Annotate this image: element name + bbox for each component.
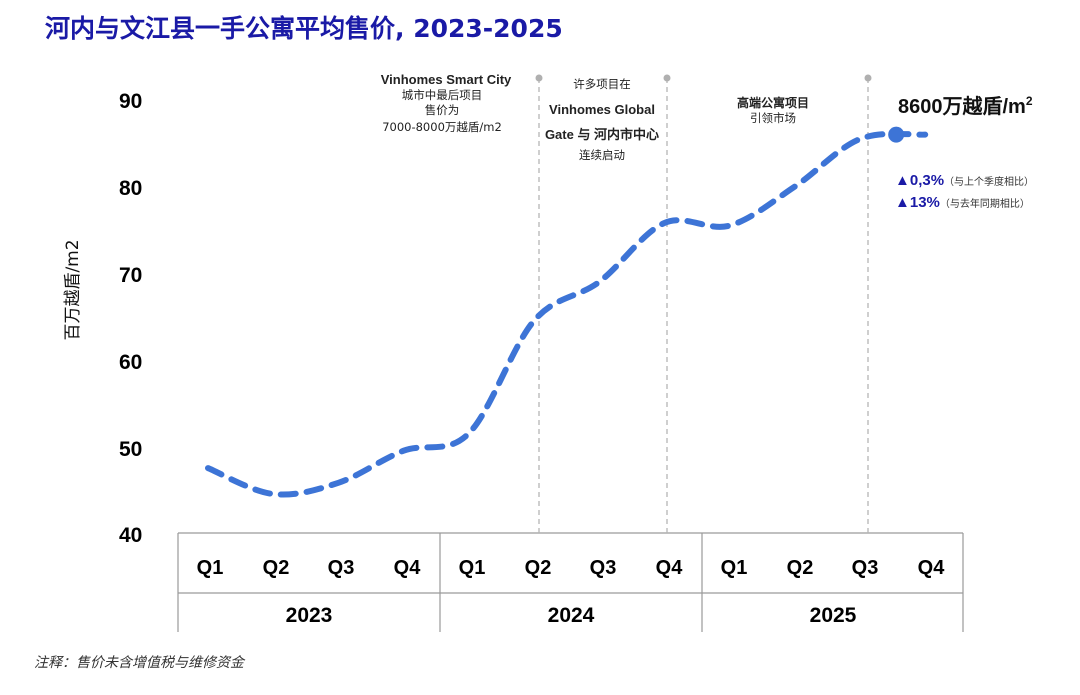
annotation-smart-city: Vinhomes Smart City 城市中最后项目 售价为 7000-800… (381, 72, 512, 134)
annotation-line: 引领市场 (750, 111, 796, 125)
event-markers (535, 74, 872, 533)
annotation-line: 高端公寓项目 (737, 95, 809, 110)
qoq-value: ▲0,3% (895, 172, 944, 189)
annotation-line: Gate 与 河内市中心 (545, 127, 659, 142)
y-tick-label: 70 (119, 264, 142, 287)
yoy-value: ▲13% (895, 194, 940, 211)
y-axis: 90 80 70 60 50 40 (119, 90, 142, 547)
annotation-line: 许多项目在 (573, 77, 631, 91)
footnote: 注释：售价未含增值税与维修资金 (34, 655, 246, 671)
x-tick-label: Q2 (787, 557, 814, 579)
y-axis-label: 百万越盾/m2 (63, 239, 83, 340)
x-tick-label: Q4 (656, 557, 684, 579)
x-axis-quarters: Q1 Q2 Q3 Q4 Q1 Q2 Q3 Q4 Q1 Q2 Q3 Q4 (197, 557, 946, 579)
yoy-change: ▲13%（与去年同期相比） (895, 194, 1030, 211)
x-axis-table (177, 532, 964, 632)
y-tick-label: 50 (119, 438, 142, 461)
x-tick-label: Q2 (525, 557, 552, 579)
x-tick-label: Q3 (328, 557, 355, 579)
event-marker-dot (864, 74, 872, 82)
event-marker-dot (663, 74, 671, 82)
annotation-line: 7000-8000万越盾/m2 (382, 120, 502, 134)
final-value-text: 8600万越盾/m (898, 94, 1026, 118)
annotation-line: Vinhomes Smart City (381, 72, 512, 87)
event-marker-dot (535, 74, 543, 82)
x-tick-label: Q4 (394, 557, 422, 579)
yoy-note: （与去年同期相比） (940, 197, 1030, 210)
x-tick-label: Q3 (852, 557, 879, 579)
annotation-line: 连续启动 (579, 148, 625, 162)
x-tick-label: Q4 (918, 557, 946, 579)
annotation-line: Vinhomes Global (549, 102, 655, 117)
qoq-change: ▲0,3%（与上个季度相比） (895, 172, 1034, 189)
x-axis-years: 2023 2024 2025 (286, 604, 857, 627)
final-value-label: 8600万越盾/m2 (898, 94, 1033, 118)
annotation-global-gate: 许多项目在 Vinhomes Global Gate 与 河内市中心 连续启动 (545, 77, 659, 162)
qoq-note: （与上个季度相比） (944, 175, 1034, 188)
year-label: 2025 (810, 604, 857, 627)
annotation-high-end: 高端公寓项目 引领市场 (737, 95, 809, 125)
year-label: 2024 (548, 604, 595, 627)
y-tick-label: 40 (119, 524, 142, 547)
chart-title: 河内与文江县一手公寓平均售价, 2023-2025 (45, 14, 563, 43)
final-data-point (888, 126, 905, 143)
annotation-line: 城市中最后项目 (402, 88, 483, 102)
x-tick-label: Q1 (197, 557, 224, 579)
final-value-superscript: 2 (1026, 94, 1033, 108)
x-tick-label: Q1 (721, 557, 748, 579)
annotation-line: 售价为 (425, 103, 460, 117)
year-label: 2023 (286, 604, 333, 627)
price-series-line (205, 130, 929, 498)
x-tick-label: Q1 (459, 557, 486, 579)
y-tick-label: 80 (119, 177, 142, 200)
x-tick-label: Q3 (590, 557, 617, 579)
y-tick-label: 60 (119, 351, 142, 374)
y-tick-label: 90 (119, 90, 142, 113)
x-tick-label: Q2 (263, 557, 290, 579)
